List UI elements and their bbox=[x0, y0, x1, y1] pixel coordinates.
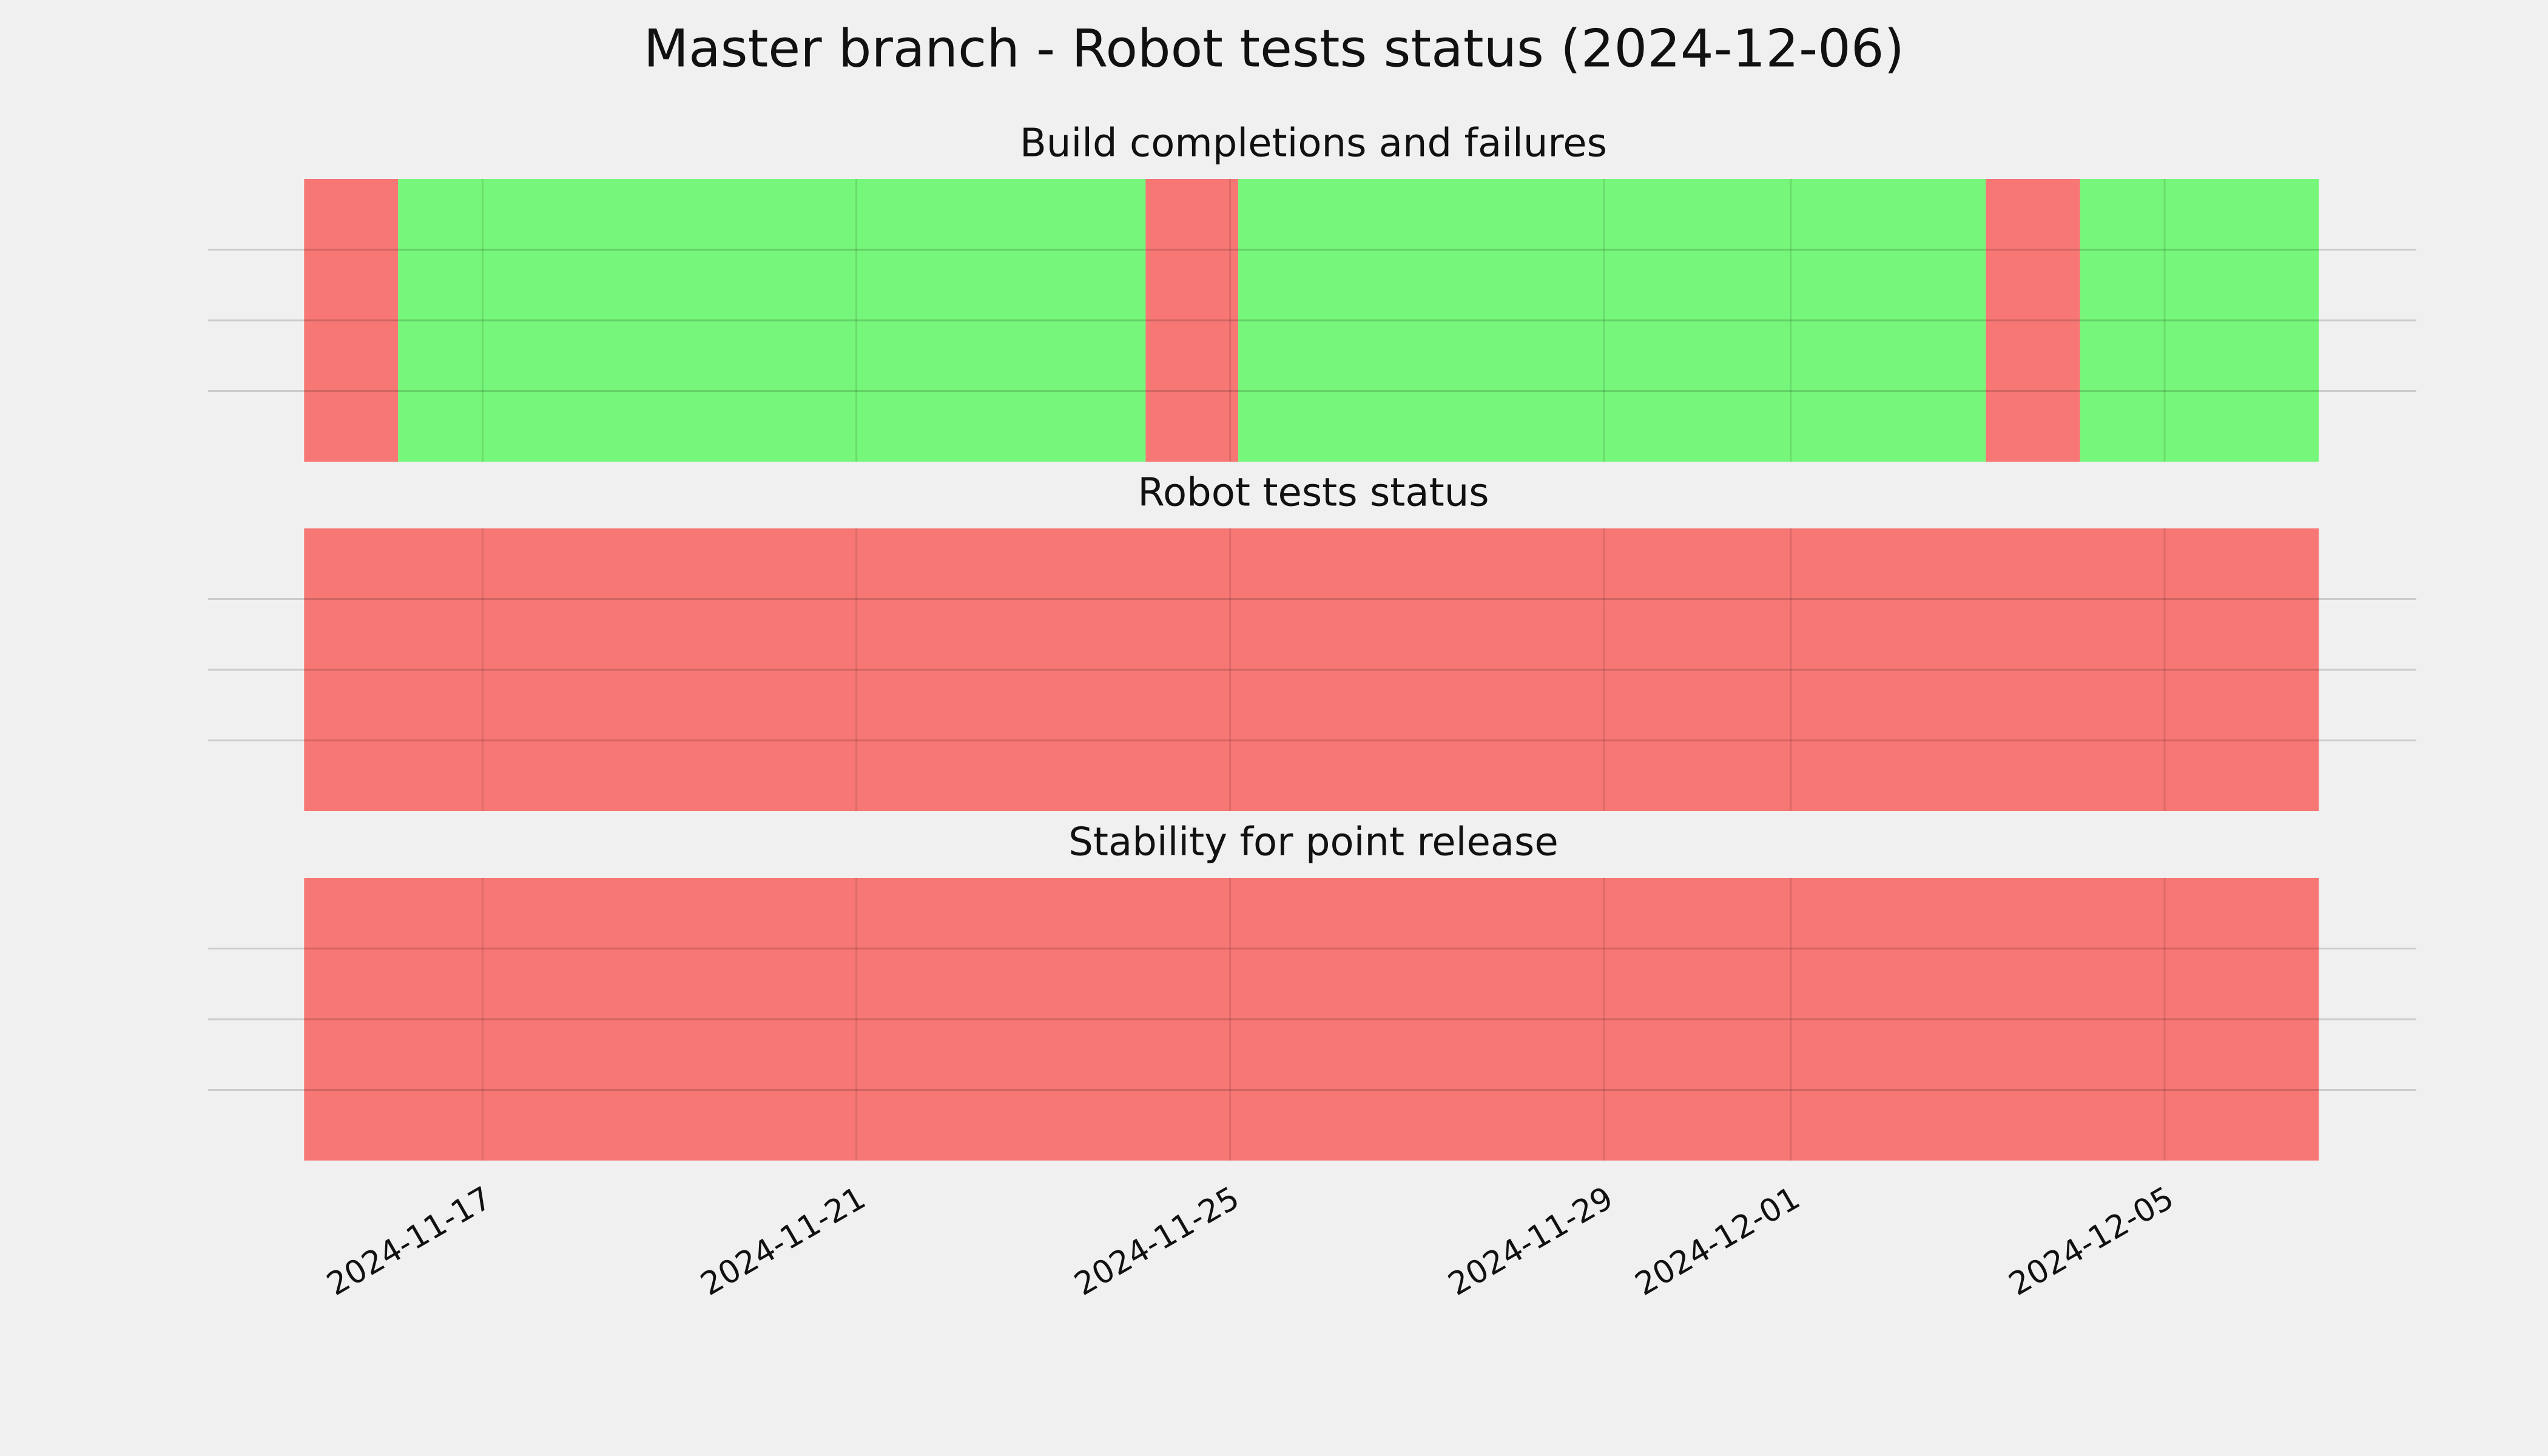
status-span bbox=[398, 179, 1146, 462]
status-span bbox=[304, 528, 2319, 811]
status-span bbox=[1986, 179, 2080, 462]
chart-title: Master branch - Robot tests status (2024… bbox=[644, 18, 1904, 79]
status-span bbox=[1145, 179, 1239, 462]
panel-title: Robot tests status bbox=[1138, 471, 1489, 516]
status-span bbox=[304, 878, 2319, 1161]
panel-title: Stability for point release bbox=[1068, 820, 1559, 865]
status-span bbox=[2080, 179, 2319, 462]
status-span bbox=[1238, 179, 1986, 462]
status-span bbox=[304, 179, 399, 462]
panel-title: Build completions and failures bbox=[1020, 121, 1607, 166]
